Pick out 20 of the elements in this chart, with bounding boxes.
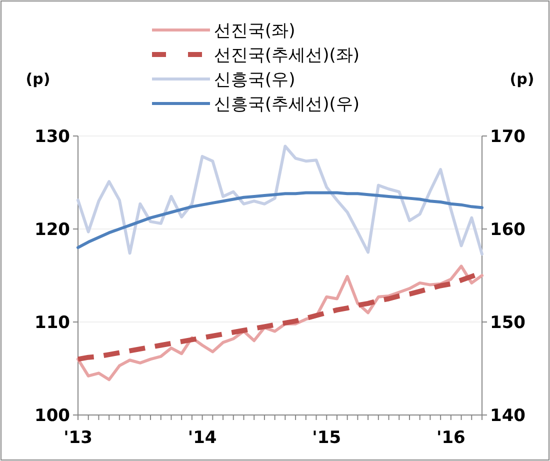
y2-tick-label: 170 <box>490 127 526 147</box>
legend-label: 신흥국(우) <box>214 70 296 90</box>
y2-axis-title: (p) <box>510 70 534 88</box>
y-tick-label: 130 <box>34 127 70 147</box>
line-series <box>76 191 484 250</box>
y-axis-title: (p) <box>26 70 50 88</box>
legend-label: 선진국(추세선)(좌) <box>214 46 360 66</box>
y-tick-label: 110 <box>34 313 70 333</box>
x-tick-label: '16 <box>436 428 466 448</box>
y-tick-label: 100 <box>34 406 70 426</box>
y2-tick-label: 160 <box>490 220 526 240</box>
x-tick-label: '14 <box>188 428 217 448</box>
y2-tick-label: 150 <box>490 313 526 333</box>
x-tick-label: '15 <box>312 428 342 448</box>
legend-label: 신흥국(추세선)(우) <box>214 94 360 114</box>
legend-label: 선진국(좌) <box>214 21 296 41</box>
x-tick-label: '13 <box>64 428 92 448</box>
y-tick-label: 120 <box>34 220 70 240</box>
line-series <box>76 144 484 256</box>
y2-tick-label: 140 <box>490 406 526 426</box>
